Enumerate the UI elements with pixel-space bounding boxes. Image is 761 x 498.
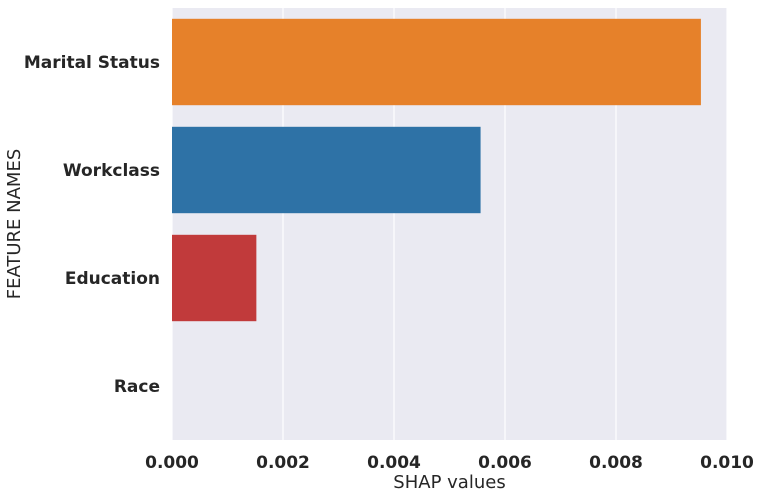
bar-workclass [172, 126, 481, 214]
y-axis-title: FEATURE NAMES [4, 149, 25, 300]
x-tick-label: 0.004 [367, 453, 421, 473]
x-tick-label: 0.000 [145, 453, 199, 473]
y-tick-labels: Marital Status Workclass Education Race [24, 53, 160, 397]
x-axis-title: SHAP values [393, 472, 505, 493]
y-tick-label: Marital Status [24, 53, 160, 73]
bars [172, 18, 701, 322]
y-tick-label: Education [65, 269, 160, 289]
x-tick-label: 0.008 [589, 453, 643, 473]
x-tick-labels: 0.000 0.002 0.004 0.006 0.008 0.010 [145, 453, 754, 473]
x-tick-label: 0.002 [256, 453, 310, 473]
x-tick-label: 0.010 [700, 453, 754, 473]
x-tick-label: 0.006 [478, 453, 532, 473]
bar-marital-status [172, 18, 701, 106]
y-tick-label: Workclass [63, 161, 160, 181]
bar-education [172, 234, 257, 322]
y-tick-label: Race [114, 377, 160, 397]
